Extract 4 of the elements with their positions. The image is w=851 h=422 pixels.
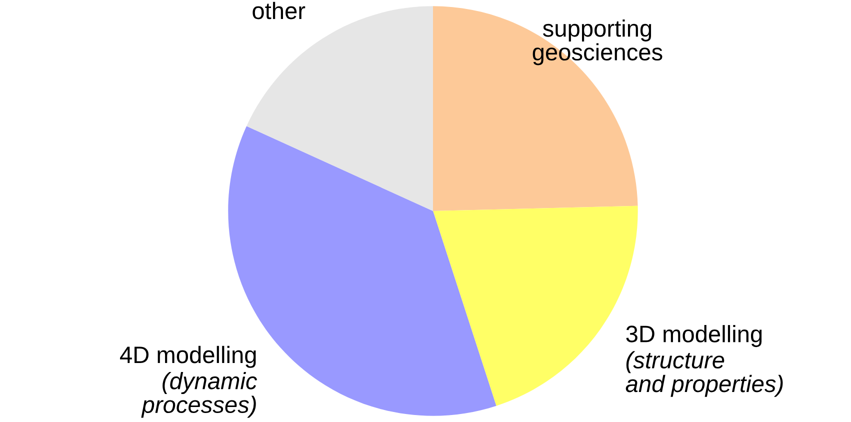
- slice-label: 4D modelling (dynamic processes): [120, 346, 258, 418]
- slice-label: supporting geosciences: [532, 19, 662, 66]
- slice-label: other: [252, 2, 306, 20]
- slice-label: 3D modelling (structure and properties): [626, 325, 783, 397]
